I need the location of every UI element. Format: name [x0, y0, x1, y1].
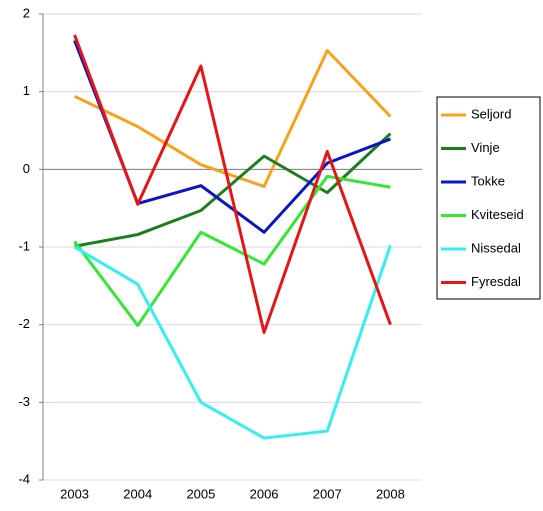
legend-label: Fyresdal	[471, 274, 521, 289]
y-tick-label: -2	[18, 316, 30, 331]
series-line	[73, 244, 392, 440]
y-tick-label: 1	[23, 83, 30, 98]
series-line	[74, 132, 392, 248]
y-tick-label: -1	[18, 238, 30, 253]
x-tick-label: 2006	[250, 486, 279, 501]
legend-label: Seljord	[471, 106, 511, 121]
legend-label: Kviteseid	[471, 207, 524, 222]
x-tick-label: 2008	[376, 486, 405, 501]
legend-box	[436, 96, 541, 300]
y-tick-label: -4	[18, 471, 30, 486]
x-tick-label: 2005	[186, 486, 215, 501]
legend-label: Nissedal	[471, 240, 521, 255]
x-tick-label: 2003	[60, 486, 89, 501]
series-line	[73, 34, 392, 334]
y-tick-label: 0	[23, 161, 30, 176]
series-line	[73, 49, 392, 188]
x-tick-label: 2004	[123, 486, 152, 501]
y-tick-label: 2	[23, 5, 30, 20]
legend-label: Tokke	[471, 173, 505, 188]
x-tick-label: 2007	[313, 486, 342, 501]
legend-label: Vinje	[471, 140, 500, 155]
y-tick-label: -3	[18, 394, 30, 409]
